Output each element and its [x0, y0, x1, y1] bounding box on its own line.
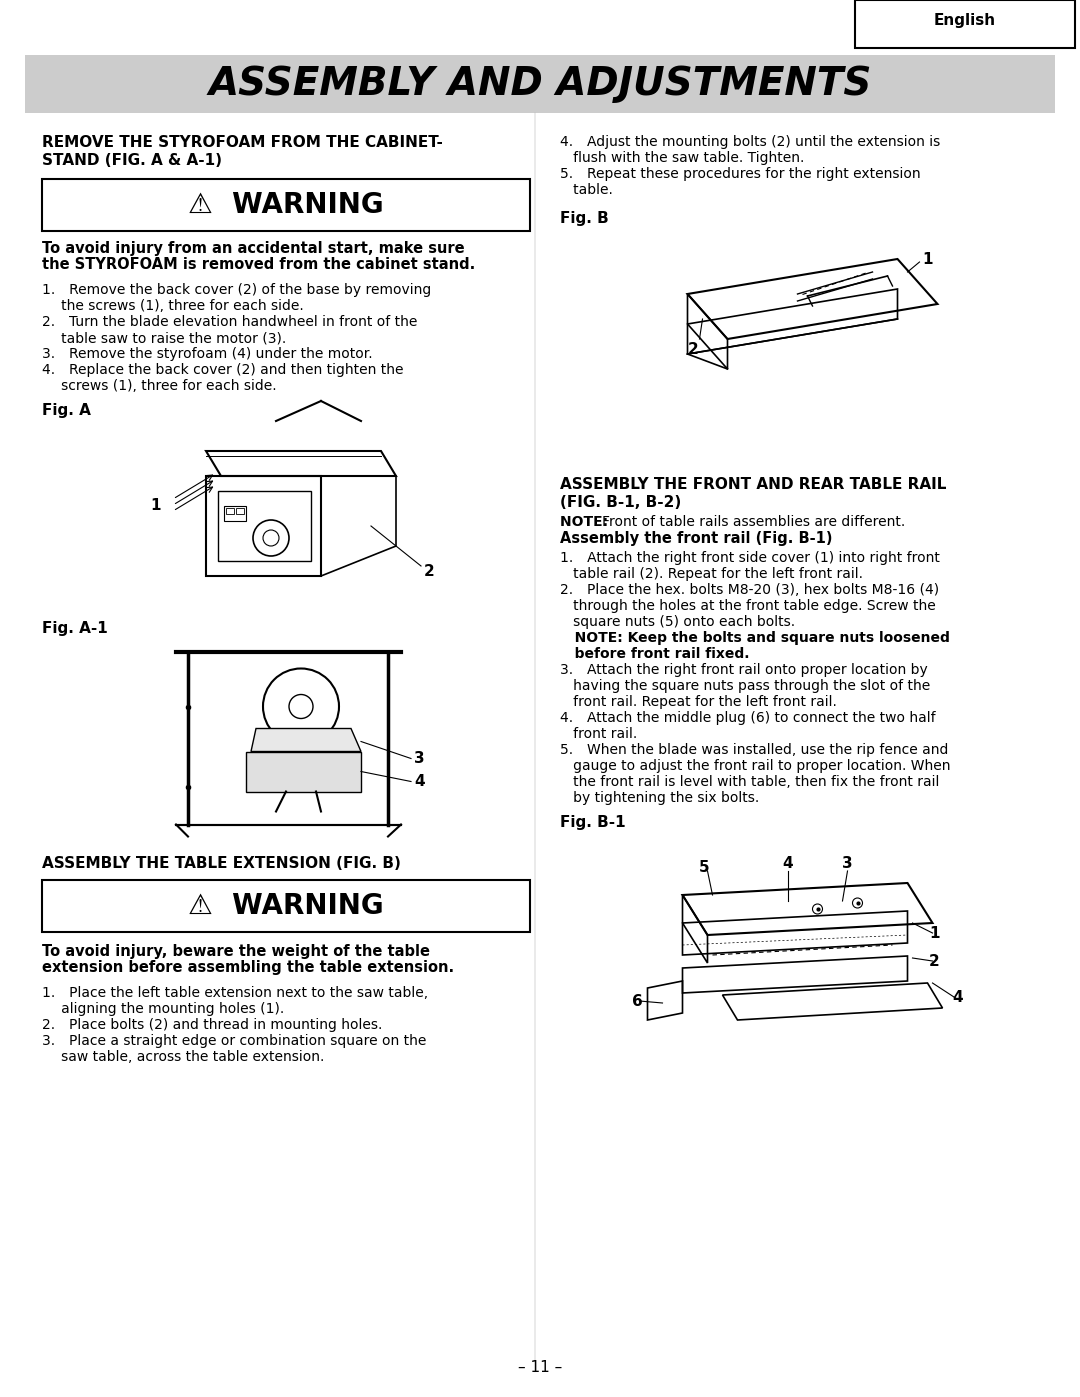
Text: ASSEMBLY AND ADJUSTMENTS: ASSEMBLY AND ADJUSTMENTS — [208, 66, 872, 103]
Text: 1. Remove the back cover (2) of the base by removing: 1. Remove the back cover (2) of the base… — [42, 284, 431, 298]
Text: 2: 2 — [929, 954, 940, 968]
Text: by tightening the six bolts.: by tightening the six bolts. — [561, 791, 759, 805]
Text: Front of table rails assemblies are different.: Front of table rails assemblies are diff… — [602, 515, 905, 529]
Text: REMOVE THE STYROFOAM FROM THE CABINET-: REMOVE THE STYROFOAM FROM THE CABINET- — [42, 136, 443, 149]
Text: 2. Place bolts (2) and thread in mounting holes.: 2. Place bolts (2) and thread in mountin… — [42, 1018, 382, 1032]
Text: extension before assembling the table extension.: extension before assembling the table ex… — [42, 960, 454, 975]
Text: square nuts (5) onto each bolts.: square nuts (5) onto each bolts. — [561, 615, 795, 629]
Text: 6: 6 — [632, 993, 643, 1009]
Text: the front rail is level with table, then fix the front rail: the front rail is level with table, then… — [561, 775, 940, 789]
Text: having the square nuts pass through the slot of the: having the square nuts pass through the … — [561, 679, 930, 693]
Text: Fig. A-1: Fig. A-1 — [42, 622, 108, 636]
Text: 1. Place the left table extension next to the saw table,: 1. Place the left table extension next t… — [42, 986, 428, 1000]
Text: 4: 4 — [953, 990, 962, 1006]
Text: 4: 4 — [414, 774, 424, 789]
Text: front rail.: front rail. — [561, 726, 637, 740]
Text: 5: 5 — [699, 861, 710, 876]
Text: table saw to raise the motor (3).: table saw to raise the motor (3). — [48, 331, 286, 345]
Text: flush with the saw table. Tighten.: flush with the saw table. Tighten. — [561, 151, 805, 165]
Polygon shape — [246, 752, 361, 792]
Text: – 11 –: – 11 – — [518, 1359, 562, 1375]
Text: NOTE:: NOTE: — [561, 515, 613, 529]
Text: English: English — [934, 13, 996, 28]
Text: 4: 4 — [782, 855, 793, 870]
Text: ⚠  WARNING: ⚠ WARNING — [188, 191, 383, 219]
Text: STAND (FIG. A & A-1): STAND (FIG. A & A-1) — [42, 154, 222, 168]
Text: 3. Remove the styrofoam (4) under the motor.: 3. Remove the styrofoam (4) under the mo… — [42, 346, 373, 360]
Text: ASSEMBLY THE TABLE EXTENSION (FIG. B): ASSEMBLY THE TABLE EXTENSION (FIG. B) — [42, 856, 401, 870]
Text: ⚠  WARNING: ⚠ WARNING — [188, 893, 383, 921]
Text: the screws (1), three for each side.: the screws (1), three for each side. — [48, 299, 303, 313]
Text: 5. When the blade was installed, use the rip fence and: 5. When the blade was installed, use the… — [561, 743, 948, 757]
Text: 4. Adjust the mounting bolts (2) until the extension is: 4. Adjust the mounting bolts (2) until t… — [561, 136, 941, 149]
Text: ASSEMBLY THE FRONT AND REAR TABLE RAIL: ASSEMBLY THE FRONT AND REAR TABLE RAIL — [561, 476, 946, 492]
Text: saw table, across the table extension.: saw table, across the table extension. — [48, 1051, 324, 1065]
Text: front rail. Repeat for the left front rail.: front rail. Repeat for the left front ra… — [561, 694, 837, 710]
Text: To avoid injury from an accidental start, make sure: To avoid injury from an accidental start… — [42, 242, 464, 256]
Text: 2. Place the hex. bolts M8-20 (3), hex bolts M8-16 (4): 2. Place the hex. bolts M8-20 (3), hex b… — [561, 583, 940, 597]
Text: 2. Turn the blade elevation handwheel in front of the: 2. Turn the blade elevation handwheel in… — [42, 314, 417, 330]
Text: aligning the mounting holes (1).: aligning the mounting holes (1). — [48, 1002, 284, 1016]
Text: gauge to adjust the front rail to proper location. When: gauge to adjust the front rail to proper… — [561, 759, 950, 773]
Text: 1. Attach the right front side cover (1) into right front: 1. Attach the right front side cover (1)… — [561, 550, 940, 564]
Text: Assembly the front rail (Fig. B-1): Assembly the front rail (Fig. B-1) — [561, 531, 833, 546]
Text: 4. Attach the middle plug (6) to connect the two half: 4. Attach the middle plug (6) to connect… — [561, 711, 935, 725]
Text: (FIG. B-1, B-2): (FIG. B-1, B-2) — [561, 495, 681, 510]
Text: 4. Replace the back cover (2) and then tighten the: 4. Replace the back cover (2) and then t… — [42, 363, 404, 377]
Text: the STYROFOAM is removed from the cabinet stand.: the STYROFOAM is removed from the cabine… — [42, 257, 475, 272]
Bar — [855, 0, 1075, 47]
Text: 5. Repeat these procedures for the right extension: 5. Repeat these procedures for the right… — [561, 168, 920, 182]
Text: Fig. B-1: Fig. B-1 — [561, 814, 625, 830]
Text: 3: 3 — [414, 752, 424, 766]
Text: 3. Attach the right front rail onto proper location by: 3. Attach the right front rail onto prop… — [561, 664, 928, 678]
Bar — [25, 54, 1055, 113]
Text: Fig. A: Fig. A — [42, 402, 91, 418]
Bar — [42, 880, 530, 932]
Bar — [226, 509, 234, 514]
Text: NOTE: Keep the bolts and square nuts loosened: NOTE: Keep the bolts and square nuts loo… — [561, 631, 950, 645]
Text: To avoid injury, beware the weight of the table: To avoid injury, beware the weight of th… — [42, 944, 430, 958]
Text: screws (1), three for each side.: screws (1), three for each side. — [48, 379, 276, 393]
Text: 2: 2 — [688, 341, 699, 356]
Text: 1: 1 — [150, 497, 161, 513]
Text: table.: table. — [561, 183, 612, 197]
Text: before front rail fixed.: before front rail fixed. — [561, 647, 750, 661]
Text: 3. Place a straight edge or combination square on the: 3. Place a straight edge or combination … — [42, 1034, 427, 1048]
Text: table rail (2). Repeat for the left front rail.: table rail (2). Repeat for the left fron… — [561, 567, 863, 581]
Text: 1: 1 — [922, 251, 933, 267]
Text: 1: 1 — [929, 925, 940, 940]
Text: through the holes at the front table edge. Screw the: through the holes at the front table edg… — [561, 599, 935, 613]
Text: Fig. B: Fig. B — [561, 211, 609, 226]
Text: 2: 2 — [424, 563, 435, 578]
Bar — [42, 179, 530, 231]
Bar — [237, 509, 244, 514]
Polygon shape — [251, 728, 361, 752]
Text: 3: 3 — [842, 855, 853, 870]
